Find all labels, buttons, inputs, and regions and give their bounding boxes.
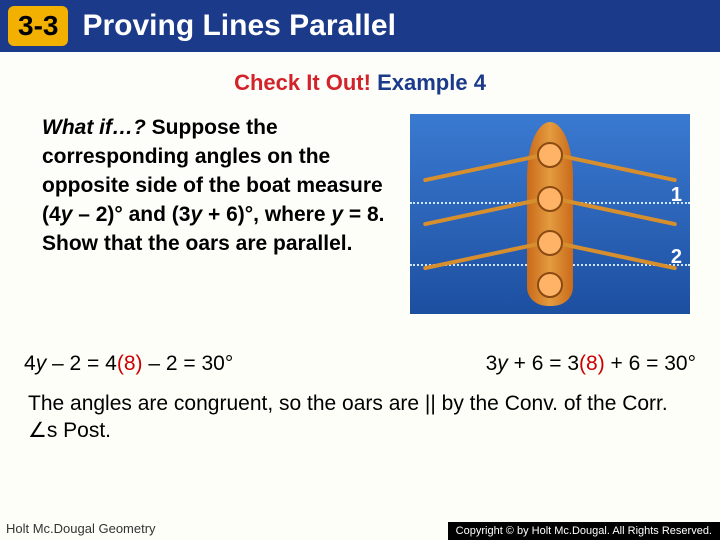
sol-left-sub: (8) [117, 352, 143, 375]
solution-right: 3y + 6 = 3(8) + 6 = 30° [486, 352, 696, 376]
footer-copyright: Copyright © by Holt Mc.Dougal. All Right… [448, 522, 720, 540]
sol-left-mid: – 2 = 4 [46, 352, 117, 375]
solution-left: 4y – 2 = 4(8) – 2 = 30° [24, 352, 233, 376]
angle-label-1: 1 [671, 184, 682, 207]
sol-right-var: y [497, 352, 508, 375]
angle-label-2: 2 [671, 246, 682, 269]
sol-left-var: y [36, 352, 47, 375]
boat-diagram: 1 2 [410, 114, 690, 314]
content-row: What if…? Suppose the corresponding angl… [0, 96, 720, 314]
what-if-lead: What if…? [42, 116, 146, 139]
check-it-out-label: Check It Out! [234, 70, 371, 95]
problem-prompt: What if…? Suppose the corresponding angl… [42, 114, 392, 314]
conclusion-pre: The angles are congruent, so the oars ar… [28, 392, 668, 415]
rower [537, 272, 563, 298]
conclusion-post: s Post. [47, 419, 111, 442]
sol-left-post: – 2 = 30° [143, 352, 234, 375]
example-number: Example 4 [377, 70, 486, 95]
rower [537, 186, 563, 212]
sol-right-pre: 3 [486, 352, 498, 375]
section-badge: 3-3 [8, 6, 68, 46]
example-heading: Check It Out! Example 4 [0, 70, 720, 96]
conclusion-text: The angles are congruent, so the oars ar… [0, 390, 720, 445]
angle-symbol-icon: ∠ [28, 419, 47, 442]
sol-right-mid: + 6 = 3 [508, 352, 579, 375]
rower [537, 142, 563, 168]
sol-left-pre: 4 [24, 352, 36, 375]
footer-credit: Holt Mc.Dougal Geometry [6, 521, 156, 536]
sol-right-sub: (8) [579, 352, 605, 375]
header-bar: 3-3 Proving Lines Parallel [0, 0, 720, 52]
header-title: Proving Lines Parallel [82, 9, 395, 43]
sol-right-post: + 6 = 30° [605, 352, 696, 375]
rower [537, 230, 563, 256]
solution-row: 4y – 2 = 4(8) – 2 = 30° 3y + 6 = 3(8) + … [0, 352, 720, 376]
